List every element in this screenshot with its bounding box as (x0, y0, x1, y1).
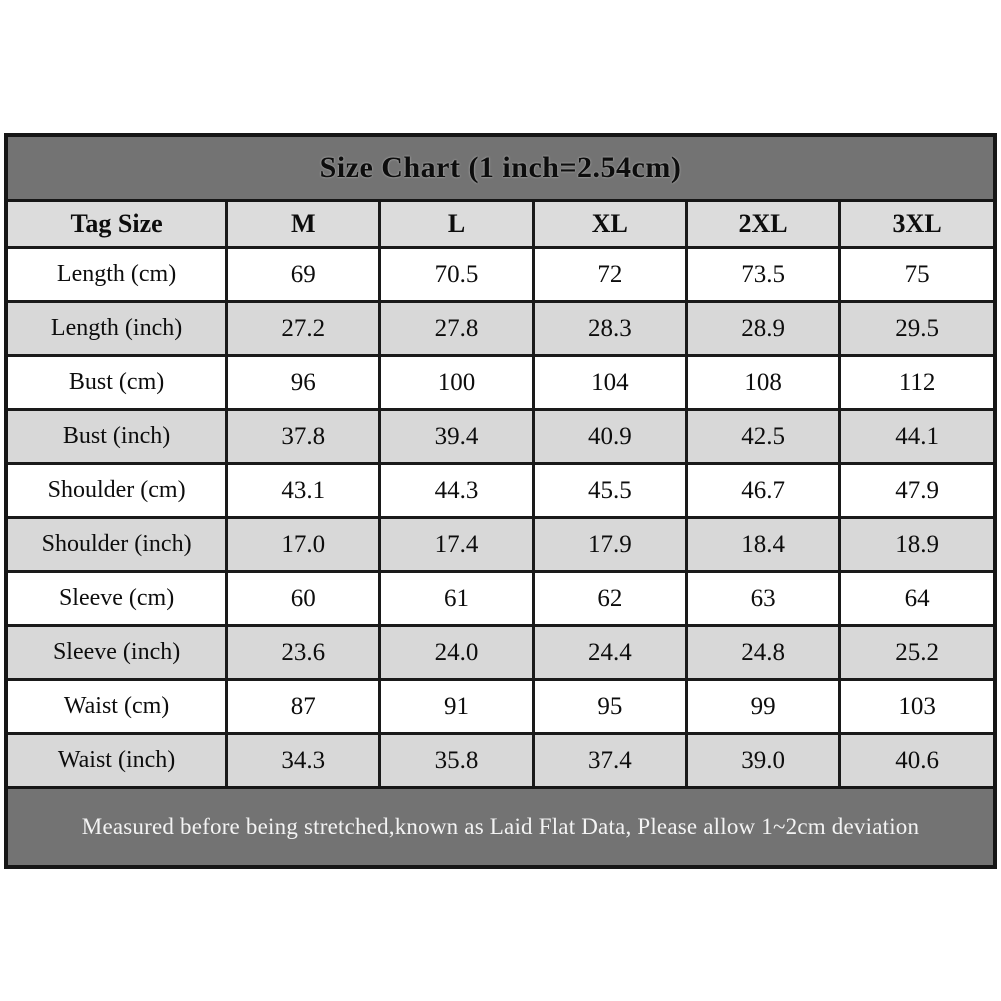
table-row: Bust (inch) 37.8 39.4 40.9 42.5 44.1 (8, 408, 993, 465)
value-cell: 96 (225, 354, 382, 411)
value-cell: 63 (684, 570, 842, 627)
value-cell: 40.6 (838, 732, 993, 786)
value-cell: 23.6 (225, 624, 382, 681)
value-cell: 104 (531, 354, 688, 411)
value-cell: 73.5 (684, 246, 842, 303)
value-cell: 45.5 (531, 462, 688, 519)
value-cell: 37.8 (225, 408, 382, 465)
value-cell: 43.1 (225, 462, 382, 519)
value-cell: 25.2 (838, 624, 993, 681)
row-label-cell: Length (inch) (8, 300, 229, 357)
row-label-cell: Shoulder (cm) (8, 462, 229, 519)
table-row: Bust (cm) 96 100 104 108 112 (8, 354, 993, 411)
value-cell: 69 (225, 246, 382, 303)
table-row: Shoulder (inch) 17.0 17.4 17.9 18.4 18.9 (8, 516, 993, 573)
value-cell: 64 (838, 570, 993, 627)
value-cell: 37.4 (531, 732, 688, 786)
table-row: Sleeve (inch) 23.6 24.0 24.4 24.8 25.2 (8, 624, 993, 681)
size-table: Tag Size M L XL 2XL 3XL Length (cm) 69 70.5 72 73… (8, 202, 993, 786)
value-cell: 17.9 (531, 516, 688, 573)
row-label-cell: Bust (inch) (8, 408, 229, 465)
size-chart-title-band: Size Chart (1 inch=2.54cm) (8, 137, 993, 202)
value-cell: 62 (531, 570, 688, 627)
row-label-cell: Sleeve (cm) (8, 570, 229, 627)
size-table-body: Length (cm) 69 70.5 72 73.5 75 Length (inch) 27… (8, 246, 993, 786)
header-cell-size-XL: XL (531, 202, 688, 249)
value-cell: 42.5 (684, 408, 842, 465)
value-cell: 70.5 (378, 246, 535, 303)
table-row: Waist (cm) 87 91 95 99 103 (8, 678, 993, 735)
size-chart-frame: Size Chart (1 inch=2.54cm) Tag Size M L XL 2… (4, 133, 997, 869)
value-cell: 18.9 (838, 516, 993, 573)
value-cell: 28.9 (684, 300, 842, 357)
size-table-header-row: Tag Size M L XL 2XL 3XL (8, 202, 993, 249)
value-cell: 46.7 (684, 462, 842, 519)
value-cell: 34.3 (225, 732, 382, 786)
value-cell: 87 (225, 678, 382, 735)
size-table-header: Tag Size M L XL 2XL 3XL (8, 202, 993, 249)
size-chart-title: Size Chart (1 inch=2.54cm) (319, 151, 682, 184)
row-label-cell: Length (cm) (8, 246, 229, 303)
table-row: Length (inch) 27.2 27.8 28.3 28.9 29.5 (8, 300, 993, 357)
value-cell: 75 (838, 246, 993, 303)
value-cell: 72 (531, 246, 688, 303)
row-label-cell: Waist (inch) (8, 732, 229, 786)
table-row: Waist (inch) 34.3 35.8 37.4 39.0 40.6 (8, 732, 993, 786)
value-cell: 44.3 (378, 462, 535, 519)
value-cell: 61 (378, 570, 535, 627)
value-cell: 35.8 (378, 732, 535, 786)
row-label-cell: Waist (cm) (8, 678, 229, 735)
value-cell: 108 (684, 354, 842, 411)
row-label-cell: Shoulder (inch) (8, 516, 229, 573)
value-cell: 103 (838, 678, 993, 735)
value-cell: 99 (684, 678, 842, 735)
value-cell: 39.0 (684, 732, 842, 786)
size-chart-footer-band: Measured before being stretched,known as… (8, 786, 993, 865)
header-cell-tag-size: Tag Size (8, 202, 229, 249)
value-cell: 95 (531, 678, 688, 735)
value-cell: 29.5 (838, 300, 993, 357)
value-cell: 27.8 (378, 300, 535, 357)
row-label-cell: Sleeve (inch) (8, 624, 229, 681)
row-label-cell: Bust (cm) (8, 354, 229, 411)
table-row: Length (cm) 69 70.5 72 73.5 75 (8, 246, 993, 303)
value-cell: 24.8 (684, 624, 842, 681)
value-cell: 100 (378, 354, 535, 411)
value-cell: 47.9 (838, 462, 993, 519)
value-cell: 17.0 (225, 516, 382, 573)
value-cell: 24.0 (378, 624, 535, 681)
value-cell: 112 (838, 354, 993, 411)
value-cell: 91 (378, 678, 535, 735)
value-cell: 18.4 (684, 516, 842, 573)
header-cell-size-3XL: 3XL (838, 202, 993, 249)
size-chart-footer-note: Measured before being stretched,known as… (81, 814, 920, 839)
value-cell: 60 (225, 570, 382, 627)
header-cell-size-M: M (225, 202, 382, 249)
header-cell-size-L: L (378, 202, 535, 249)
value-cell: 28.3 (531, 300, 688, 357)
table-row: Sleeve (cm) 60 61 62 63 64 (8, 570, 993, 627)
value-cell: 40.9 (531, 408, 688, 465)
header-cell-size-2XL: 2XL (684, 202, 842, 249)
value-cell: 27.2 (225, 300, 382, 357)
value-cell: 17.4 (378, 516, 535, 573)
table-row: Shoulder (cm) 43.1 44.3 45.5 46.7 47.9 (8, 462, 993, 519)
value-cell: 44.1 (838, 408, 993, 465)
value-cell: 39.4 (378, 408, 535, 465)
value-cell: 24.4 (531, 624, 688, 681)
